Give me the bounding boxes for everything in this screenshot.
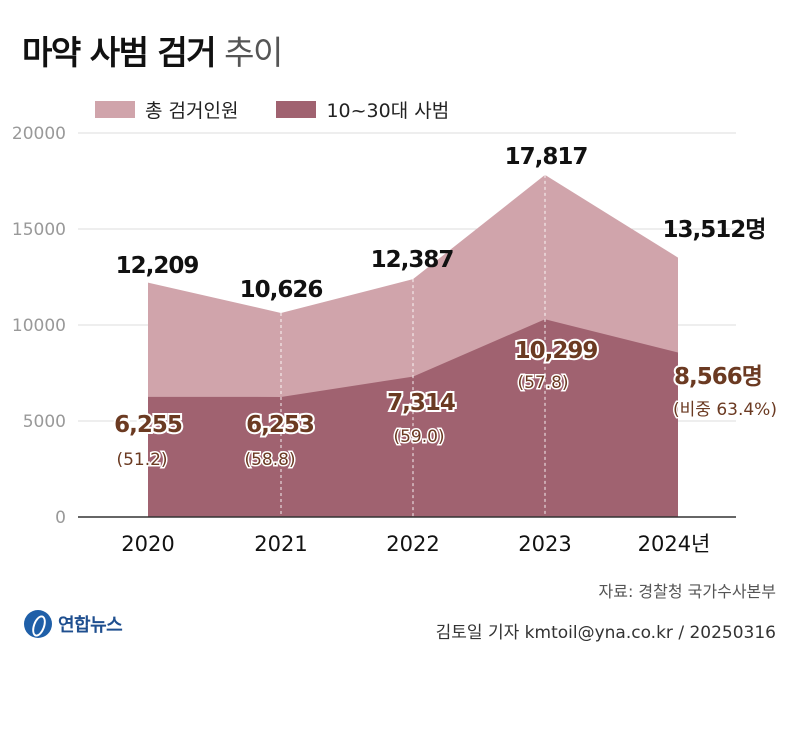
y-tick-label-0: 0: [55, 508, 66, 528]
legend-item-youth: 10~30대 사범: [276, 96, 449, 123]
total-value-label-1: 10,626: [240, 277, 323, 303]
y-tick-label-15000: 15000: [12, 220, 66, 240]
share-label-0: (51.2): [116, 450, 167, 470]
legend-label-total: 총 검거인원: [145, 100, 239, 122]
youth-value-label-0: 6,255: [114, 412, 182, 438]
share-label-2: (59.0): [393, 427, 444, 447]
total-value-label-4: 13,512명: [663, 217, 766, 243]
x-tick-label-0: 2020: [121, 532, 174, 556]
chart-legend: 총 검거인원 10~30대 사범: [95, 96, 487, 123]
share-label-1: (58.8): [244, 450, 295, 470]
share-label-3: (57.8): [517, 373, 568, 393]
youth-value-label-4: 8,566명: [674, 364, 762, 390]
total-value-label-0: 12,209: [116, 253, 199, 279]
source-note: 자료: 경찰청 국가수사본부: [598, 582, 776, 601]
total-value-label-3: 17,817: [505, 144, 588, 170]
legend-item-total: 총 검거인원: [95, 96, 238, 123]
y-tick-label-20000: 20000: [12, 124, 66, 144]
chart-title-main: 마약 사범 검거: [22, 33, 217, 72]
x-tick-label-4: 2024년: [638, 532, 711, 556]
y-tick-label-10000: 10000: [12, 316, 66, 336]
publisher-logo: 연합뉴스: [24, 610, 123, 638]
legend-label-youth: 10~30대 사범: [326, 100, 450, 122]
total-value-label-2: 12,387: [371, 247, 454, 273]
legend-swatch-youth: [276, 101, 317, 118]
x-tick-label-1: 2021: [254, 532, 307, 556]
youth-value-label-1: 6,253: [246, 412, 314, 438]
youth-value-label-3: 10,299: [515, 338, 598, 364]
x-tick-label-2: 2022: [386, 532, 439, 556]
chart-title-sub: 추이: [224, 33, 283, 72]
legend-swatch-total: [95, 101, 135, 118]
youth-value-label-2: 7,314: [387, 390, 455, 416]
share-label-4: (비중 63.4%): [673, 400, 777, 420]
logo-mark-icon: [24, 610, 52, 638]
logo-text: 연합뉴스: [58, 615, 123, 636]
y-tick-label-5000: 5000: [23, 412, 66, 432]
chart-title: 마약 사범 검거 추이: [22, 26, 283, 74]
x-tick-label-3: 2023: [518, 532, 571, 556]
reporter-credit: 김토일 기자 kmtoil@yna.co.kr / 20250316: [435, 623, 776, 643]
